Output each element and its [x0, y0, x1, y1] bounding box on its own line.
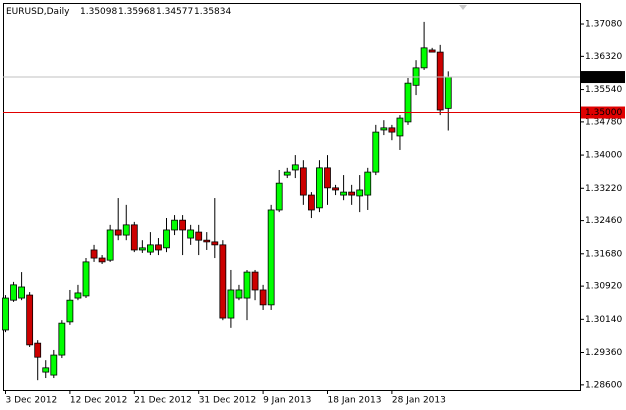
- candle-body: [90, 249, 98, 259]
- level-box: [581, 106, 625, 119]
- candle-body: [235, 289, 243, 299]
- chart-header: EURUSD,Daily 1.35098 1.35968 1.34577 1.3…: [6, 7, 231, 17]
- candle-body: [10, 284, 17, 301]
- candle-body: [34, 342, 42, 358]
- candle-body: [356, 189, 364, 197]
- candle-body: [98, 257, 106, 263]
- level-label: 1.35000: [585, 108, 622, 118]
- candle-body: [106, 229, 114, 261]
- y-tick-label: 1.33220: [585, 184, 622, 194]
- candle-body: [404, 82, 412, 123]
- symbol: EURUSD,Daily: [6, 7, 70, 17]
- last-open: 1.35098: [80, 7, 117, 17]
- candle-body: [187, 229, 195, 239]
- candle-body: [58, 322, 66, 356]
- y-tick-label: 1.30920: [585, 282, 622, 292]
- last-close: 1.35834: [194, 7, 231, 17]
- candle-body: [340, 191, 348, 196]
- candle-body: [259, 289, 267, 306]
- candle-body: [299, 167, 307, 196]
- y-tick-label: 1.30140: [585, 315, 622, 325]
- candle-body: [324, 167, 331, 189]
- candle-body: [380, 127, 388, 131]
- candle-body: [428, 49, 436, 53]
- candle-body: [50, 354, 58, 376]
- candle-body: [396, 117, 404, 137]
- candle-body: [388, 127, 396, 133]
- y-tick-label: 1.32460: [585, 216, 622, 226]
- x-tick-label: 12 Dec 2012: [70, 396, 128, 406]
- candle-body: [195, 231, 203, 241]
- plot-frame: [3, 3, 581, 391]
- y-tick-label: 1.36320: [585, 52, 622, 62]
- candle-body: [74, 292, 82, 299]
- candle-body: [163, 229, 170, 249]
- candle-body: [348, 191, 356, 196]
- shift-marker[interactable]: [459, 5, 467, 10]
- candle-body: [291, 164, 299, 171]
- candle-body: [171, 219, 178, 231]
- candle-body: [179, 219, 187, 231]
- y-tick-label: 1.37080: [585, 20, 622, 30]
- last-low: 1.34577: [156, 7, 193, 17]
- candle-body: [444, 76, 452, 109]
- candle-body: [267, 209, 275, 306]
- x-tick-label: 3 Dec 2012: [6, 396, 58, 406]
- x-tick-label: 18 Jan 2013: [328, 396, 382, 406]
- candle-body: [307, 194, 315, 211]
- candle-body: [251, 271, 259, 291]
- current-price-label: 1.35834: [585, 73, 622, 83]
- candle-body: [42, 367, 50, 373]
- candle-body: [130, 224, 138, 251]
- x-tick-label: 31 Dec 2012: [199, 396, 257, 406]
- candle-body: [243, 271, 251, 299]
- candle-body: [203, 239, 211, 243]
- candle-body: [26, 294, 34, 346]
- candle-body: [66, 299, 74, 323]
- candle-body: [82, 261, 90, 297]
- candle-body: [275, 182, 283, 211]
- candle-body: [219, 244, 227, 319]
- candle-body: [155, 244, 162, 251]
- candle-body: [122, 224, 130, 236]
- candle-body: [211, 241, 219, 246]
- x-tick-label: 28 Jan 2013: [392, 396, 446, 406]
- candle-body: [138, 247, 146, 251]
- candle-body: [18, 286, 26, 299]
- y-tick-label: 1.29360: [585, 348, 622, 358]
- candle-body: [420, 47, 428, 69]
- last-high: 1.35968: [118, 7, 155, 17]
- candle-body: [372, 131, 380, 173]
- candle-body: [316, 167, 323, 209]
- candle-body: [332, 187, 339, 191]
- candle-body: [2, 297, 9, 331]
- candle-body: [436, 51, 444, 111]
- y-tick-label: 1.28600: [585, 380, 622, 390]
- y-tick-label: 1.34000: [585, 151, 622, 161]
- y-tick-label: 1.35540: [585, 85, 622, 95]
- candle-body: [114, 229, 122, 236]
- candle-body: [364, 171, 372, 196]
- x-tick-label: 21 Dec 2012: [134, 396, 192, 406]
- y-tick-label: 1.31680: [585, 249, 622, 259]
- candle-body: [283, 171, 291, 176]
- candle-body: [146, 244, 154, 253]
- current-price-box: [581, 71, 625, 84]
- x-tick-label: 9 Jan 2013: [263, 396, 311, 406]
- candle-body: [227, 289, 235, 319]
- y-tick-label: 1.34780: [585, 117, 622, 127]
